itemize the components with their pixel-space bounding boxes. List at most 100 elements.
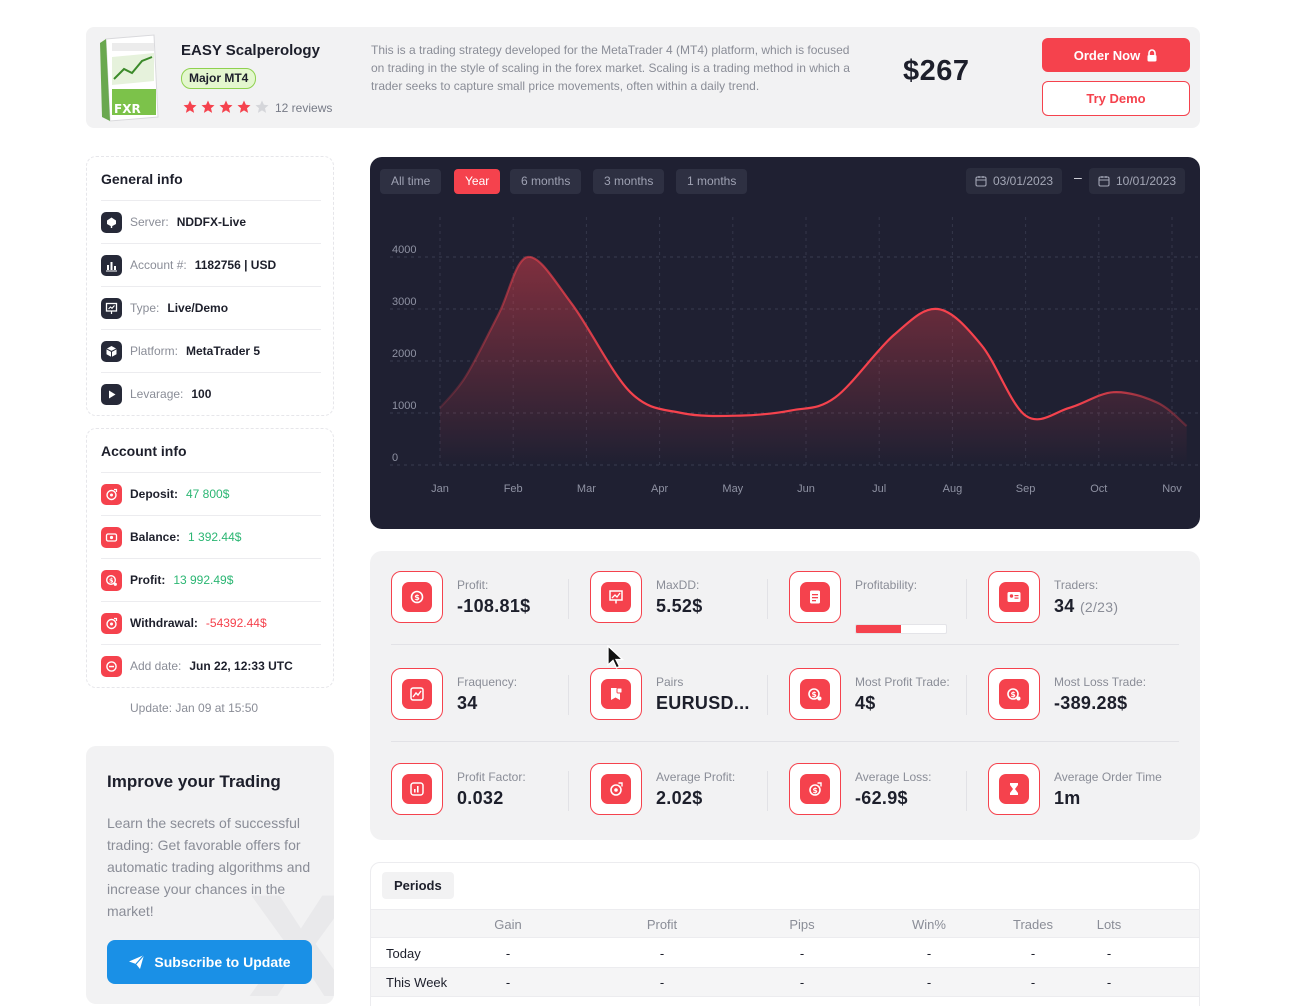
date-to-picker[interactable]: 10/01/2023 [1089, 168, 1186, 194]
periods-table: Periods Gain Profit Pips Win% Trades Lots Tod… [370, 862, 1200, 1006]
lock-icon [1147, 48, 1157, 61]
reviews-link[interactable]: 12 reviews [275, 101, 333, 115]
promo-title: Improve your Trading [107, 772, 281, 791]
date-from-value: 03/01/2023 [993, 174, 1054, 188]
stat-value-main: 5.52$ [656, 596, 703, 616]
info-row-balance: Balance: 1 392.44$ [101, 515, 321, 558]
stat-value-main: 34 [1054, 596, 1075, 616]
x-tick-label: Apr [651, 483, 668, 495]
stat-value-main: -108.81$ [457, 596, 531, 616]
info-row-platform: Platform: MetaTrader 5 [101, 329, 321, 372]
equity-area [440, 256, 1187, 465]
profit-icon: $ [101, 569, 122, 591]
stats-column-divider [568, 579, 569, 619]
stat-value: -108.81$ [457, 596, 530, 617]
stats-divider [391, 741, 1179, 742]
table-cell: - [1106, 975, 1112, 990]
stat-value: 34 (2/23) [1054, 596, 1118, 617]
stats-column-divider [966, 579, 967, 619]
x-tick-label: May [722, 483, 743, 495]
table-row: Today - - - - - - [371, 939, 1199, 968]
stat-label: Fraquency: [457, 675, 518, 689]
mouse-cursor-icon [607, 645, 625, 669]
deposit-label: Deposit: [130, 487, 178, 501]
stat-label: Profitability: [855, 578, 918, 592]
table-cell: - [926, 975, 932, 990]
stat-icon-frame: $ [789, 668, 841, 720]
product-header: FXR EASY Scalperology Major MT4 12 revie… [86, 27, 1200, 128]
withdrawal-label: Withdrawal: [130, 616, 198, 630]
withdrawal-icon [101, 612, 122, 634]
stats-column-divider [767, 771, 768, 811]
equity-chart: 0 1000 2000 3000 4000 Jan Feb Mar Apr May Jun Jul Au… [390, 217, 1200, 495]
play-icon [101, 383, 122, 405]
table-row: This Week - - - - - - [371, 968, 1199, 997]
stats-column-divider [568, 675, 569, 715]
stat-label: Average Profit: [656, 770, 736, 784]
product-box-image: FXR [100, 34, 159, 122]
period-name: This Week [386, 975, 448, 990]
platform-value: MetaTrader 5 [186, 344, 261, 358]
stat-maxdd: MaxDD: 5.52$ [590, 571, 780, 627]
table-cell: - [505, 946, 511, 961]
tab-year[interactable]: Year [454, 169, 501, 194]
star-icon [255, 100, 269, 113]
stat-value-main: 1m [1054, 788, 1081, 808]
equity-line [439, 255, 1188, 427]
order-now-button[interactable]: Order Now [1042, 38, 1190, 72]
wallet-loss-icon: $ [800, 774, 830, 804]
tab-1-months[interactable]: 1 months [676, 169, 748, 194]
stat-icon-frame [590, 668, 642, 720]
date-from-picker[interactable]: 03/01/2023 [966, 168, 1063, 194]
stat-icon-frame [391, 668, 443, 720]
subscribe-button[interactable]: Subscribe to Update [107, 940, 312, 984]
add-date-label: Add date: [130, 659, 182, 673]
stat-icon-frame: $ [789, 763, 841, 815]
promo-text: Learn the secrets of successful trading:… [107, 815, 311, 919]
svg-text:FXR: FXR [114, 102, 141, 116]
stat-label: Profit Factor: [457, 770, 526, 784]
coin-up-icon: $ [800, 679, 830, 709]
stat-value-main: -389.28$ [1054, 693, 1128, 713]
column-header: Profit [646, 917, 678, 932]
stat-average-order-time: Average Order Time 1m [988, 763, 1178, 819]
stat-label: Profit: [457, 578, 489, 592]
stat-label: Pairs [656, 675, 684, 689]
deposit-icon [101, 483, 122, 505]
stat-value: 1m [1054, 788, 1081, 809]
tab-3-months[interactable]: 3 months [593, 169, 665, 194]
y-tick-label: 3000 [392, 296, 416, 308]
server-label: Server: [130, 215, 169, 229]
try-demo-button[interactable]: Try Demo [1042, 81, 1190, 116]
star-icon [201, 100, 215, 113]
tab-6-months[interactable]: 6 months [510, 169, 582, 194]
x-tick-label: Jul [872, 483, 886, 495]
promo-card: x Improve your Trading Learn the secrets… [86, 746, 334, 1004]
stat-icon-frame [988, 763, 1040, 815]
stat-value: -389.28$ [1054, 693, 1127, 714]
rating-stars [182, 99, 270, 115]
bar-icon [402, 774, 432, 804]
x-tick-label: Nov [1162, 483, 1182, 495]
periods-tab[interactable]: Periods [382, 872, 454, 899]
account-info-title: Account info [101, 443, 187, 459]
stat-most-loss-trade: $ Most Loss Trade: -389.28$ [988, 668, 1178, 724]
y-tick-label: 2000 [392, 348, 416, 360]
x-tick-label: Oct [1090, 483, 1107, 495]
periods-header-row: Gain Profit Pips Win% Trades Lots [371, 909, 1199, 938]
x-tick-label: Jan [431, 483, 449, 495]
x-tick-label: Jun [797, 483, 815, 495]
tab-all-time[interactable]: All time [380, 169, 442, 194]
stat-value-main: EURUSD... [656, 693, 750, 713]
info-row-deposit: Deposit: 47 800$ [101, 472, 321, 515]
table-cell: - [659, 975, 665, 990]
product-description: This is a trading strategy developed for… [371, 43, 850, 93]
svg-text:$: $ [1011, 690, 1016, 699]
chart-board-icon [601, 582, 631, 612]
deposit-value: 47 800$ [186, 487, 230, 501]
y-tick-label: 1000 [392, 400, 416, 412]
stat-label: MaxDD: [656, 578, 700, 592]
table-cell: - [799, 975, 805, 990]
stat-profitability: Profitability: [789, 571, 979, 634]
stat-label: Average Order Time [1054, 770, 1162, 784]
